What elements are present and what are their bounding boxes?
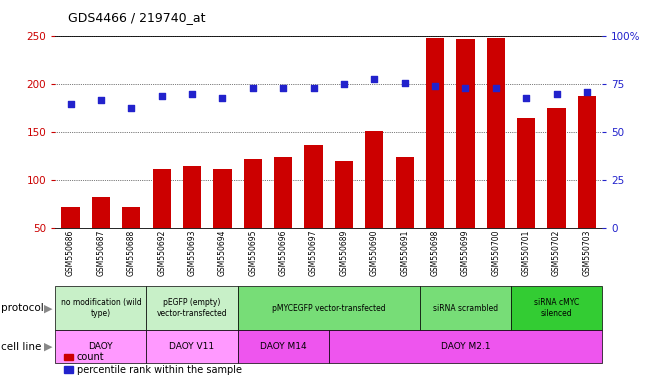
Text: ▶: ▶	[44, 341, 53, 352]
Text: DAOY: DAOY	[89, 342, 113, 351]
Text: pMYCEGFP vector-transfected: pMYCEGFP vector-transfected	[272, 304, 385, 313]
Text: siRNA scrambled: siRNA scrambled	[433, 304, 498, 313]
Bar	[61, 207, 79, 228]
Bar	[517, 118, 535, 228]
Text: cell line: cell line	[1, 341, 42, 352]
Text: protocol: protocol	[1, 303, 44, 313]
Point	[187, 91, 197, 97]
Point	[247, 85, 258, 91]
Text: GDS4466 / 219740_at: GDS4466 / 219740_at	[68, 12, 206, 25]
Legend: count, percentile rank within the sample: count, percentile rank within the sample	[60, 348, 245, 379]
Bar	[487, 38, 505, 228]
Bar	[152, 169, 171, 228]
Point	[278, 85, 288, 91]
Bar	[578, 96, 596, 228]
Bar	[274, 157, 292, 228]
Point	[96, 97, 106, 103]
Bar	[365, 131, 383, 228]
Bar	[426, 38, 444, 228]
Text: siRNA cMYC
silenced: siRNA cMYC silenced	[534, 298, 579, 318]
Bar	[335, 161, 353, 228]
Point	[491, 85, 501, 91]
Point	[339, 81, 349, 88]
Point	[430, 83, 440, 89]
Point	[400, 79, 410, 86]
Text: ▶: ▶	[44, 303, 53, 313]
Bar	[183, 166, 201, 228]
Text: DAOY V11: DAOY V11	[169, 342, 215, 351]
Text: pEGFP (empty)
vector-transfected: pEGFP (empty) vector-transfected	[157, 298, 227, 318]
Bar	[456, 40, 475, 228]
Bar	[305, 145, 323, 228]
Point	[582, 89, 592, 95]
Point	[309, 85, 319, 91]
Bar	[547, 109, 566, 228]
Point	[369, 76, 380, 82]
Point	[551, 91, 562, 97]
Bar	[122, 207, 141, 228]
Text: DAOY M14: DAOY M14	[260, 342, 307, 351]
Point	[65, 101, 76, 107]
Point	[460, 85, 471, 91]
Bar	[243, 159, 262, 228]
Point	[126, 104, 137, 111]
Bar	[92, 197, 110, 228]
Point	[521, 95, 531, 101]
Point	[156, 93, 167, 99]
Bar	[396, 157, 414, 228]
Text: DAOY M2.1: DAOY M2.1	[441, 342, 490, 351]
Bar	[214, 169, 232, 228]
Point	[217, 95, 228, 101]
Text: no modification (wild
type): no modification (wild type)	[61, 298, 141, 318]
